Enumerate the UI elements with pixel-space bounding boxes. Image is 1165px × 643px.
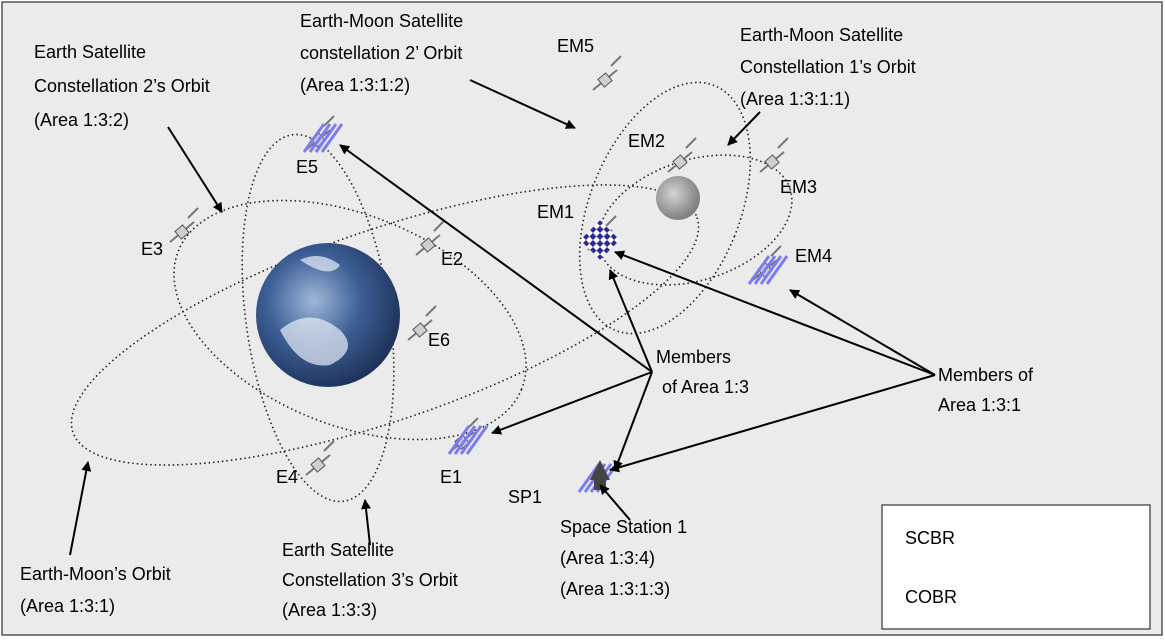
node-label: E4	[276, 467, 298, 487]
label-line: (Area 1:3:1:1)	[740, 89, 850, 109]
node-label: EM4	[795, 246, 832, 266]
label-line: (Area 1:3:3)	[282, 600, 377, 620]
arrow	[491, 371, 653, 435]
node-label: EM2	[628, 131, 665, 151]
label-line: constellation 2’ Orbit	[300, 43, 462, 63]
arrow	[608, 269, 653, 373]
scbr-icon	[302, 123, 326, 153]
node-label: EM1	[537, 202, 574, 222]
satellite-body	[764, 154, 780, 170]
arrow	[469, 79, 576, 129]
legend-box	[881, 504, 1151, 630]
node-label: EM5	[557, 36, 594, 56]
label-line: Constellation 1’s Orbit	[740, 57, 916, 77]
space-station	[590, 460, 610, 490]
satellite-body	[672, 154, 688, 170]
label-line: (Area 1:3:1:2)	[300, 75, 410, 95]
scbr-icon	[308, 123, 332, 153]
label-line: (Area 1:3:1)	[20, 596, 115, 616]
label-line: Members of	[938, 365, 1034, 385]
node-label: E6	[428, 330, 450, 350]
label-line: (Area 1:3:4)	[560, 548, 655, 568]
label-line: Earth Satellite	[34, 42, 146, 62]
label-line: Earth-Moon’s Orbit	[20, 564, 171, 584]
satellite-body	[174, 224, 190, 240]
scbr-icon	[765, 255, 789, 285]
earth	[256, 243, 400, 387]
arrow	[599, 484, 631, 521]
satellite-body	[420, 237, 436, 253]
label-line: Space Station 1	[560, 517, 687, 537]
legend-label: SCBR	[905, 528, 955, 548]
node-label: E5	[296, 157, 318, 177]
scbr-icon	[753, 255, 777, 285]
scbr-icon	[320, 123, 344, 153]
satellite-body	[310, 457, 326, 473]
label-line: (Area 1:3:1:3)	[560, 579, 670, 599]
label-line: Earth-Moon Satellite	[740, 25, 903, 45]
arrow	[361, 499, 371, 546]
label-line: Earth-Moon Satellite	[300, 11, 463, 31]
satellite-body	[597, 72, 613, 88]
scbr-icon	[465, 425, 489, 455]
node-label: SP1	[508, 487, 542, 507]
arrow	[69, 461, 92, 556]
scbr-icon	[447, 425, 471, 455]
node-label: E2	[441, 249, 463, 269]
satellite-body	[412, 322, 428, 338]
label-line: Constellation 2’s Orbit	[34, 76, 210, 96]
arrow	[339, 144, 653, 373]
arrow	[727, 111, 761, 146]
label-line: of Area 1:3	[662, 377, 749, 397]
earth-clouds	[280, 256, 348, 366]
arrow	[609, 374, 936, 473]
arrows	[69, 79, 936, 556]
scbr-icon	[453, 425, 477, 455]
legend-label: COBR	[905, 587, 957, 607]
arrow	[789, 289, 936, 376]
scbr-icon	[314, 123, 338, 153]
arrow	[613, 371, 653, 471]
scbr-icon	[747, 255, 771, 285]
arrow	[167, 126, 223, 213]
node-label: E3	[141, 239, 163, 259]
cobr-icon	[580, 220, 620, 260]
label-line: Constellation 3’s Orbit	[282, 570, 458, 590]
label-line: Members	[656, 347, 731, 367]
scbr-icon	[459, 425, 483, 455]
moon	[656, 176, 700, 220]
arrow	[614, 250, 936, 376]
label-line: Area 1:3:1	[938, 395, 1021, 415]
label-line: (Area 1:3:2)	[34, 110, 129, 130]
node-label: EM3	[780, 177, 817, 197]
scbr-icon	[759, 255, 783, 285]
node-label: E1	[440, 467, 462, 487]
label-line: Earth Satellite	[282, 540, 394, 560]
